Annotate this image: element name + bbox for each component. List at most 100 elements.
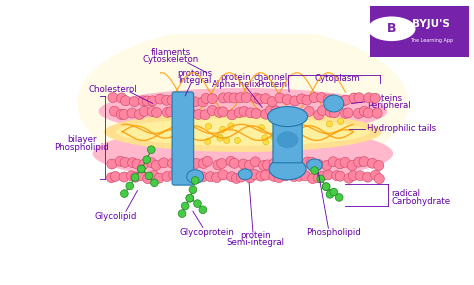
Text: Glycolipid: Glycolipid: [95, 212, 137, 221]
Circle shape: [186, 194, 194, 202]
Circle shape: [234, 108, 244, 118]
Circle shape: [151, 179, 158, 187]
Circle shape: [251, 93, 261, 103]
Circle shape: [297, 94, 307, 104]
Circle shape: [143, 174, 153, 184]
Circle shape: [139, 106, 149, 116]
Ellipse shape: [93, 127, 393, 180]
Circle shape: [308, 174, 318, 184]
Circle shape: [354, 93, 364, 103]
Circle shape: [317, 171, 327, 181]
Circle shape: [274, 160, 284, 170]
Circle shape: [249, 169, 260, 180]
Text: filaments: filaments: [150, 48, 191, 57]
Circle shape: [344, 173, 354, 183]
Circle shape: [294, 171, 304, 181]
Circle shape: [322, 160, 332, 170]
Text: Glycoprotein: Glycoprotein: [179, 228, 234, 237]
FancyBboxPatch shape: [172, 92, 194, 185]
Circle shape: [329, 108, 339, 118]
Circle shape: [163, 107, 173, 117]
Text: Peripheral: Peripheral: [367, 101, 410, 109]
Circle shape: [131, 174, 139, 181]
Circle shape: [338, 96, 348, 106]
Circle shape: [251, 109, 261, 119]
Circle shape: [301, 171, 310, 181]
Circle shape: [326, 190, 334, 198]
Text: Hydrophilic tails: Hydrophilic tails: [367, 125, 436, 133]
Circle shape: [115, 156, 125, 166]
Circle shape: [313, 173, 324, 183]
Circle shape: [318, 105, 328, 115]
Circle shape: [271, 106, 281, 116]
Circle shape: [359, 156, 369, 167]
Circle shape: [234, 137, 240, 143]
Circle shape: [137, 165, 145, 173]
Circle shape: [275, 93, 285, 103]
Circle shape: [217, 158, 227, 168]
Circle shape: [256, 171, 266, 181]
Circle shape: [341, 95, 351, 105]
Circle shape: [332, 171, 342, 181]
Circle shape: [370, 93, 380, 103]
Text: Cytoskeleton: Cytoskeleton: [142, 55, 199, 64]
Circle shape: [178, 210, 186, 217]
Circle shape: [327, 121, 333, 127]
Circle shape: [219, 93, 228, 103]
Circle shape: [255, 94, 264, 104]
Circle shape: [307, 157, 317, 167]
Circle shape: [285, 108, 295, 118]
Circle shape: [265, 105, 275, 115]
Circle shape: [239, 106, 249, 116]
Circle shape: [363, 108, 373, 118]
Circle shape: [130, 172, 140, 182]
Circle shape: [226, 156, 236, 166]
Circle shape: [167, 95, 177, 105]
Text: Alpha-helix: Alpha-helix: [212, 80, 260, 89]
Circle shape: [322, 183, 330, 190]
Ellipse shape: [77, 27, 409, 180]
Circle shape: [261, 94, 271, 104]
Text: radical: radical: [392, 189, 420, 198]
Circle shape: [335, 194, 343, 201]
Circle shape: [162, 172, 172, 182]
Circle shape: [327, 95, 337, 105]
Circle shape: [328, 157, 338, 167]
Circle shape: [364, 93, 374, 103]
Circle shape: [231, 173, 241, 184]
Circle shape: [162, 95, 172, 105]
Circle shape: [205, 139, 211, 144]
Circle shape: [290, 96, 300, 106]
Circle shape: [174, 159, 184, 169]
Circle shape: [340, 157, 350, 167]
Circle shape: [271, 134, 277, 140]
Circle shape: [183, 95, 193, 106]
Circle shape: [173, 136, 180, 142]
Circle shape: [218, 107, 228, 117]
Circle shape: [259, 160, 269, 170]
Circle shape: [228, 123, 234, 129]
Circle shape: [323, 170, 333, 180]
Circle shape: [182, 202, 189, 210]
Circle shape: [152, 107, 162, 117]
Text: channel: channel: [253, 73, 288, 82]
Circle shape: [356, 171, 365, 181]
Circle shape: [182, 172, 191, 182]
Circle shape: [154, 173, 164, 183]
Circle shape: [117, 93, 127, 103]
Circle shape: [354, 157, 364, 167]
Circle shape: [289, 157, 299, 167]
Circle shape: [261, 109, 271, 119]
Circle shape: [178, 159, 188, 169]
Circle shape: [199, 158, 209, 168]
Circle shape: [354, 109, 364, 119]
Circle shape: [217, 135, 223, 141]
FancyBboxPatch shape: [273, 117, 302, 163]
Circle shape: [106, 173, 117, 183]
Circle shape: [302, 157, 312, 167]
Circle shape: [296, 161, 306, 171]
Circle shape: [236, 93, 246, 103]
Circle shape: [207, 105, 217, 115]
Circle shape: [241, 93, 251, 103]
Ellipse shape: [116, 118, 370, 146]
